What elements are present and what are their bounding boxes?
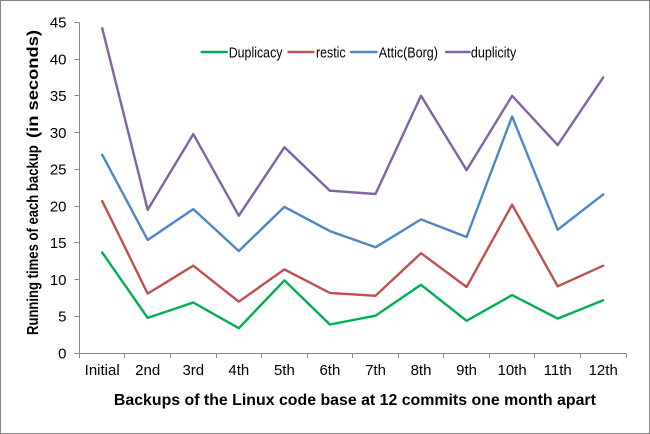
svg-text:5: 5: [58, 309, 66, 326]
svg-text:0: 0: [58, 346, 66, 363]
svg-text:duplicity: duplicity: [471, 44, 517, 61]
svg-text:2nd: 2nd: [135, 362, 160, 379]
svg-text:5th: 5th: [274, 362, 295, 379]
svg-text:restic: restic: [316, 44, 346, 61]
svg-text:10: 10: [50, 272, 67, 289]
svg-text:12th: 12th: [589, 362, 618, 379]
svg-text:10th: 10th: [497, 362, 526, 379]
svg-text:Running times of each backup: Running times of each backup (in seconds…: [25, 30, 42, 335]
svg-text:40: 40: [50, 51, 67, 68]
svg-text:20: 20: [50, 198, 67, 215]
svg-text:11th: 11th: [544, 362, 572, 379]
svg-text:3rd: 3rd: [182, 362, 204, 379]
svg-text:4th: 4th: [228, 362, 249, 379]
svg-text:8th: 8th: [411, 362, 432, 379]
svg-text:9th: 9th: [456, 362, 477, 379]
svg-text:25: 25: [50, 162, 67, 179]
svg-text:Initial: Initial: [85, 362, 120, 379]
svg-text:7th: 7th: [365, 362, 386, 379]
svg-text:45: 45: [50, 15, 67, 32]
svg-text:15: 15: [50, 235, 67, 252]
svg-text:30: 30: [50, 125, 67, 142]
svg-text:Attic(Borg): Attic(Borg): [379, 44, 438, 61]
svg-text:Duplicacy: Duplicacy: [229, 44, 283, 61]
svg-text:35: 35: [50, 88, 67, 105]
svg-text:6th: 6th: [319, 362, 340, 379]
svg-text:Backups of the Linux code base: Backups of the Linux code base at 12 com…: [114, 392, 597, 409]
